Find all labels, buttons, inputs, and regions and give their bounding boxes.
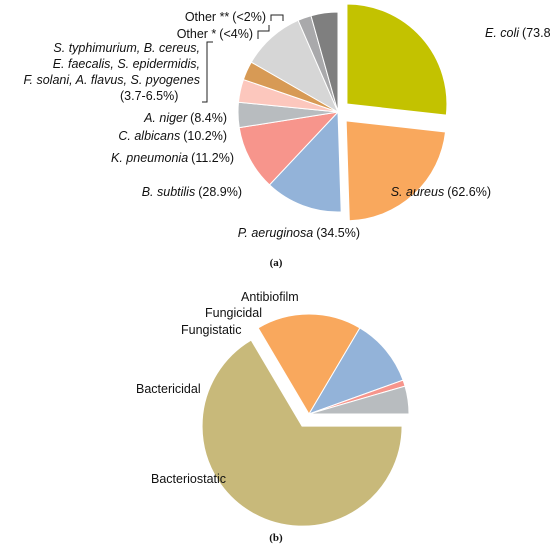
- label-bacteriostatic: Bacteriostatic: [151, 472, 226, 486]
- label-k-pneumonia: K. pneumonia (11.2%): [111, 151, 234, 165]
- label-minor-species-line2: E. faecalis, S. epidermidis,: [53, 57, 200, 71]
- caption-b: (b): [269, 532, 283, 544]
- label-antibiofilm: Antibiofilm: [241, 290, 299, 304]
- pie-a-slice-s-aureus-1: [345, 120, 447, 222]
- pie-chart-b: [201, 313, 410, 527]
- leader-minor-species: [202, 41, 213, 103]
- pie-b-slice-bactericidal-1: [257, 313, 361, 415]
- label-minor-species-line3: F. solani, A. flavus, S. pyogenes: [24, 73, 201, 87]
- label-other-4: Other * (<4%): [177, 27, 253, 41]
- label-p-aeruginosa: P. aeruginosa (34.5%): [238, 226, 360, 240]
- label-b-subtilis: B. subtilis (28.9%): [142, 185, 242, 199]
- label-c-albicans: C. albicans (10.2%): [118, 129, 227, 143]
- label-fungistatic: Fungistatic: [181, 323, 241, 337]
- label-minor-species-range: (3.7-6.5%): [120, 89, 178, 103]
- label-e-coli: E. coli(73.8%): [485, 26, 550, 40]
- caption-a: (a): [270, 257, 283, 269]
- leader-other-2: [270, 14, 284, 21]
- pie-a-slice-e-coli-0: [346, 3, 448, 116]
- leader-other-4: [257, 25, 270, 39]
- label-s-aureus: S. aureus (62.6%): [391, 185, 491, 199]
- label-bactericidal: Bactericidal: [136, 382, 201, 396]
- pie-a-slice-other-9: [310, 11, 339, 113]
- pie-b-slice-bacteriostatic-0: [201, 339, 403, 527]
- pie-a-slice-p-aeruginosa-2: [268, 110, 342, 213]
- pie-b-slice-fungistatic-2: [307, 327, 404, 415]
- label-minor-species-line1: S. typhimurium, B. cereus,: [53, 41, 200, 55]
- pie-chart-a: [237, 3, 448, 222]
- pie-b-slice-antibiofilm-4: [308, 385, 410, 415]
- label-a-niger: A. niger (8.4%): [143, 111, 227, 125]
- label-other-2: Other ** (<2%): [185, 10, 266, 24]
- label-fungicidal: Fungicidal: [205, 306, 262, 320]
